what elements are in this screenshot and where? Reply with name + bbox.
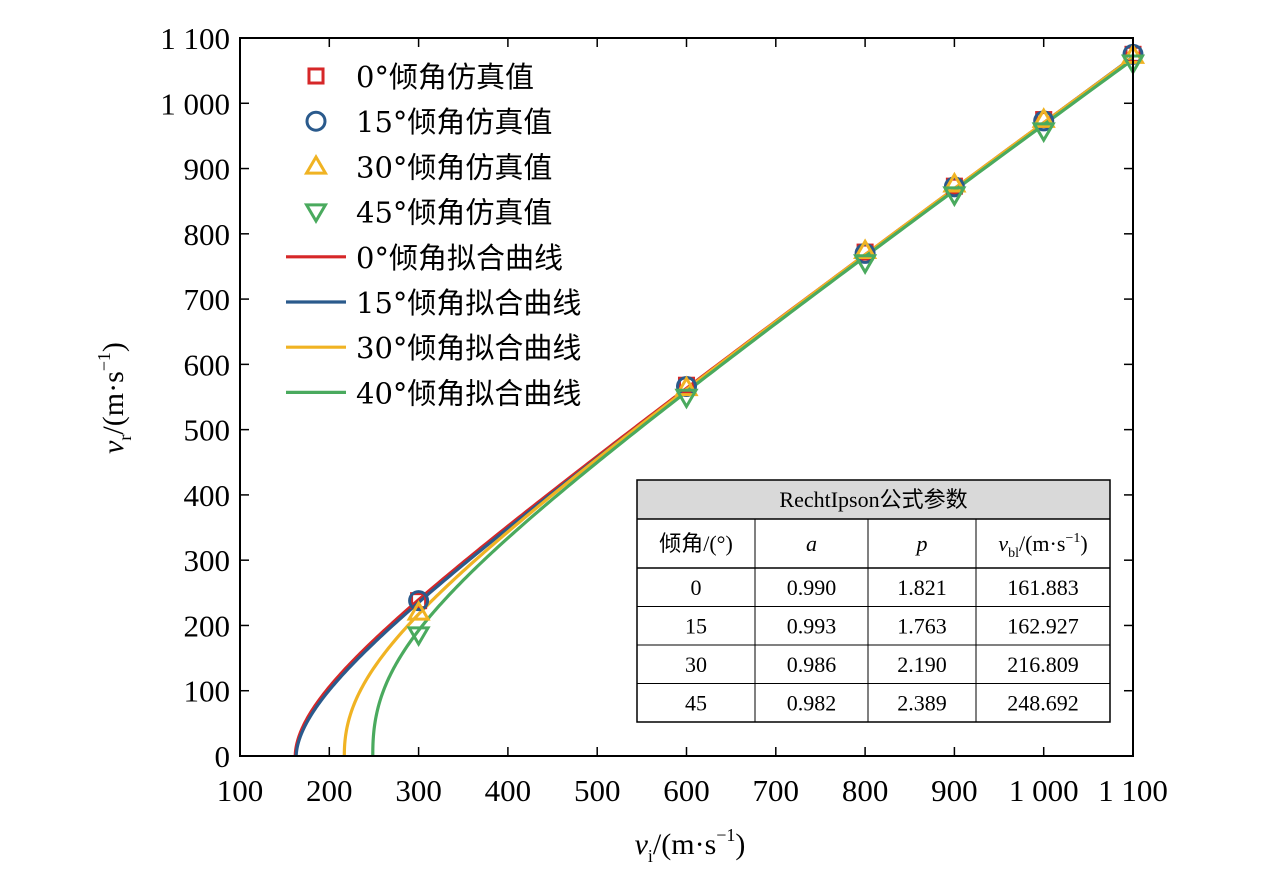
data-point [1031, 107, 1056, 128]
table-cell: 0.982 [787, 691, 837, 716]
x-tick-label: 700 [753, 773, 800, 808]
y-tick-label: 800 [184, 217, 231, 252]
data-point [674, 375, 699, 397]
table-cell: 2.190 [897, 652, 947, 677]
fit-curves [293, 55, 1134, 757]
table-cell: 161.883 [1007, 575, 1079, 600]
table-header-cell: a [806, 531, 817, 556]
data-point [410, 592, 428, 610]
data-point [406, 626, 431, 648]
x-tick-label: 400 [485, 773, 532, 808]
legend-label: 40°倾角拟合曲线 [356, 376, 581, 410]
data-point [406, 599, 431, 621]
table-title-bg [637, 480, 1110, 519]
data-point [303, 203, 329, 225]
y-tick-label: 300 [184, 543, 231, 578]
y-tick-label: 700 [184, 282, 231, 317]
legend-label: 45°倾角仿真值 [356, 196, 552, 230]
table-border [636, 479, 1111, 723]
table-cell: 0 [691, 575, 702, 600]
x-tick-label: 200 [306, 773, 353, 808]
fit-curve [371, 58, 1134, 757]
y-tick-label: 1 000 [160, 86, 230, 121]
y-tick-label: 600 [184, 347, 231, 382]
table-cell: 2.389 [897, 691, 947, 716]
legend-label: 15°倾角拟合曲线 [356, 286, 581, 320]
data-point [307, 67, 325, 85]
y-tick-label: 1 100 [160, 21, 230, 56]
x-tick-label: 500 [574, 773, 621, 808]
table-cell: 30 [685, 652, 707, 677]
legend-label: 15°倾角仿真值 [356, 105, 552, 139]
y-tick-label: 900 [184, 152, 231, 187]
x-tick-label: 1 000 [1009, 773, 1079, 808]
data-point [854, 242, 876, 264]
legend-label: 30°倾角拟合曲线 [356, 331, 581, 365]
table-cell: 45 [685, 691, 707, 716]
table-cell: 0.990 [787, 575, 837, 600]
table-cell: 162.927 [1007, 614, 1079, 639]
y-tick-label: 500 [184, 413, 231, 448]
table-cell: 0.986 [787, 652, 837, 677]
table-cell: 216.809 [1007, 652, 1079, 677]
table-cell: 15 [685, 614, 707, 639]
data-point [305, 110, 327, 132]
table-header-cell: p [915, 531, 928, 556]
table-title: RechtIpson公式参数 [779, 487, 967, 512]
y-axis-label: vr/(m·s−1) [94, 342, 135, 454]
data-point [1031, 122, 1056, 144]
data-point [942, 186, 967, 208]
x-axis-label: vi/(m·s−1) [635, 825, 746, 866]
y-tick-label: 400 [184, 478, 231, 513]
legend-label: 0°倾角仿真值 [356, 60, 534, 94]
table-cell: 1.763 [897, 614, 947, 639]
data-point [674, 388, 699, 410]
y-tick-label: 0 [215, 739, 231, 774]
y-tick-label: 100 [184, 674, 231, 709]
data-point [303, 153, 329, 175]
data-markers [406, 43, 1146, 648]
x-tick-label: 1 100 [1098, 773, 1168, 808]
x-tick-label: 300 [395, 773, 442, 808]
data-point [408, 590, 430, 612]
y-tick-label: 200 [184, 608, 231, 643]
legend-label: 30°倾角仿真值 [356, 150, 552, 184]
x-tick-label: 100 [217, 773, 264, 808]
x-tick-label: 600 [663, 773, 710, 808]
data-point [942, 171, 967, 193]
legend: 0°倾角仿真值 15°倾角仿真值 30°倾角仿真值 45°倾角仿真值 0°倾角拟合曲线 1… [286, 60, 581, 410]
x-tick-label: 800 [842, 773, 889, 808]
table-header-cell: vbl/(m·s−1) [998, 531, 1087, 561]
table-cell: 248.692 [1007, 691, 1079, 716]
table-cell: 1.821 [897, 575, 947, 600]
table-header-cell: 倾角/(°) [659, 531, 733, 556]
x-axis: 100 200 300 400 500 600 700 800 900 1 000 1 100 [217, 38, 1168, 808]
data-point [853, 238, 878, 260]
data-point [853, 254, 878, 275]
legend-label: 0°倾角拟合曲线 [356, 241, 563, 275]
x-tick-label: 900 [931, 773, 978, 808]
table-cell: 0.993 [787, 614, 837, 639]
